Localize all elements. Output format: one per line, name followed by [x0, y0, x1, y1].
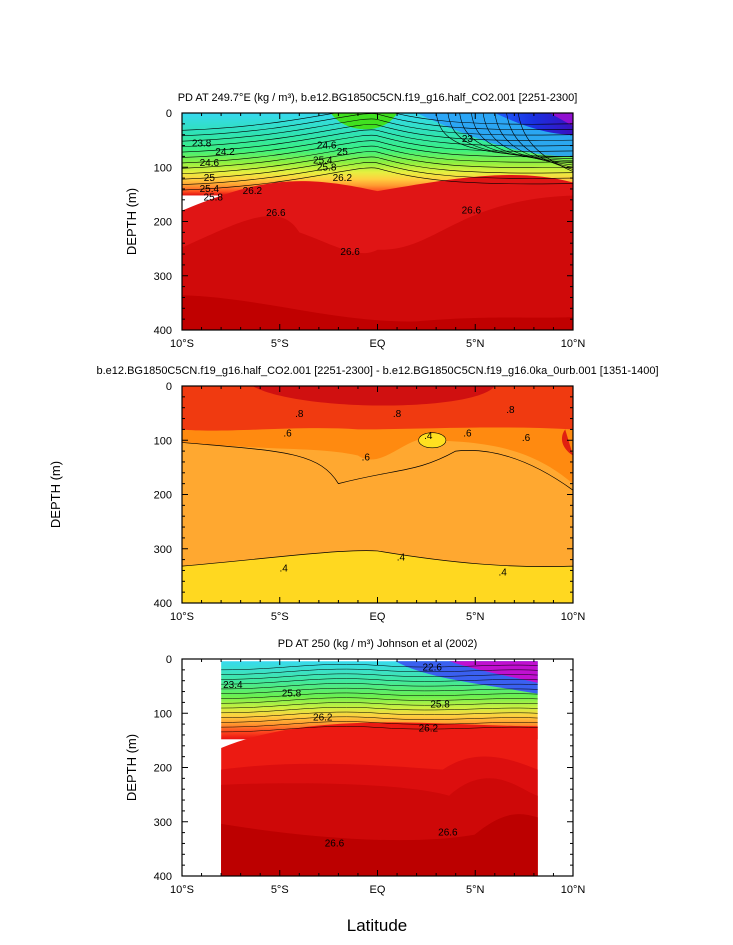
x-tick-label: EQ — [370, 884, 386, 896]
y-tick-label: 300 — [154, 544, 172, 556]
contour-label: 23.4 — [223, 680, 243, 691]
x-tick-label: EQ — [370, 338, 386, 350]
contour-label: 23.8 — [192, 138, 212, 149]
x-axis: 10°S 5°S EQ 5°N 10°N — [170, 659, 585, 896]
contour-label: .4 — [424, 431, 433, 442]
contour-label: 22.6 — [423, 663, 443, 674]
x-tick-label: 5°S — [271, 611, 289, 623]
contour-label: 25.8 — [204, 193, 224, 204]
contour-label: 23 — [462, 134, 474, 145]
contour-label: .8 — [506, 405, 515, 416]
y-tick-label: 0 — [166, 108, 172, 120]
x-tick-label: 10°S — [170, 611, 194, 623]
y-tick-label: 200 — [154, 217, 172, 229]
y-tick-label: 200 — [154, 763, 172, 775]
contour-label: 24.2 — [215, 147, 235, 158]
contour-label: 25.8 — [282, 689, 302, 700]
y-tick-label: 300 — [154, 817, 172, 829]
panel-title: PD AT 250 (kg / m³) Johnson et al (2002) — [278, 638, 478, 650]
panel-title: PD AT 249.7°E (kg / m³), b.e12.BG1850C5C… — [178, 92, 578, 104]
contour-label: .8 — [393, 409, 402, 420]
contour-label: .6 — [283, 429, 292, 440]
x-tick-label: 10°S — [170, 884, 194, 896]
contour-label: 24.6 — [317, 141, 337, 152]
panel-title: b.e12.BG1850C5CN.f19_g16.half_CO2.001 [2… — [96, 365, 658, 377]
contour-label: .6 — [522, 433, 531, 444]
x-tick-label: 10°N — [561, 884, 586, 896]
x-tick-label: 5°S — [271, 884, 289, 896]
y-axis: 0 100 200 300 400 — [154, 381, 573, 610]
contour-label: 26.6 — [462, 206, 482, 217]
y-tick-label: 300 — [154, 271, 172, 283]
y-axis-label: DEPTH (m) — [124, 734, 139, 801]
x-tick-label: 10°S — [170, 338, 194, 350]
contour-label: .6 — [463, 429, 472, 440]
contour-label: 26.2 — [313, 713, 333, 724]
y-axis-label: DEPTH (m) — [48, 461, 63, 528]
contour-label: 25.4 — [313, 156, 333, 167]
y-tick-label: 0 — [166, 381, 172, 393]
observed-field — [221, 661, 538, 876]
contour-label: 25.4 — [200, 184, 220, 195]
contour-label: 25.8 — [430, 700, 450, 711]
x-tick-label: 5°S — [271, 338, 289, 350]
contour-label: 26.2 — [243, 186, 263, 197]
y-tick-label: 100 — [154, 162, 172, 174]
y-tick-label: 200 — [154, 490, 172, 502]
chart-panel-bottom: 23.4 25.8 26.2 26.2 25.8 22.6 26.6 26.6 10°S 5°S E… — [124, 638, 585, 896]
chart-panel-middle: .8.8.8.6.6.6.6.4.4.4.410°S 5°S EQ 5°N 10°N01… — [48, 365, 659, 623]
contour-label: .4 — [498, 568, 507, 579]
x-tick-label: 5°N — [466, 884, 485, 896]
x-tick-label: 10°N — [561, 338, 586, 350]
y-tick-label: 400 — [154, 598, 172, 610]
x-tick-label: EQ — [370, 611, 386, 623]
chart-panel-top: 23.824.224.62525.425.826.226.626.624.625… — [124, 92, 585, 350]
contour-label: .4 — [397, 552, 406, 563]
x-axis: 10°S 5°S EQ 5°N 10°N — [170, 386, 585, 623]
contour-label: 26.2 — [333, 173, 353, 184]
contour-label: .6 — [362, 453, 371, 464]
y-tick-label: 400 — [154, 871, 172, 883]
y-tick-label: 100 — [154, 708, 172, 720]
contour-labels: 23.824.224.62525.425.826.226.626.624.625… — [192, 134, 482, 258]
y-tick-label: 400 — [154, 325, 172, 337]
y-axis: 0 100 200 300 400 — [154, 654, 573, 883]
contour-label: 26.6 — [438, 828, 458, 839]
x-axis: 10°S 5°S EQ 5°N 10°N — [170, 113, 585, 350]
contour-label: .4 — [279, 563, 288, 574]
contour-label: .8 — [295, 409, 304, 420]
y-tick-label: 100 — [154, 435, 172, 447]
contour-label: 26.6 — [325, 838, 345, 849]
density-field — [182, 113, 573, 330]
x-tick-label: 5°N — [466, 611, 485, 623]
x-tick-label: 10°N — [561, 611, 586, 623]
contour-label: 25 — [337, 147, 349, 158]
contour-labels: 23.4 25.8 26.2 26.2 25.8 22.6 26.6 26.6 — [223, 663, 458, 850]
y-axis-label: DEPTH (m) — [124, 188, 139, 255]
y-tick-label: 0 — [166, 654, 172, 666]
contour-label: 25 — [204, 173, 216, 184]
x-tick-label: 5°N — [466, 338, 485, 350]
contour-label: 26.2 — [419, 723, 439, 734]
x-axis-label: Latitude — [347, 916, 408, 935]
contour-label: 26.6 — [340, 247, 360, 258]
contour-label: 26.6 — [266, 208, 286, 219]
difference-field — [182, 386, 573, 603]
contour-label: 24.6 — [200, 158, 220, 169]
contour-label: 25.8 — [317, 162, 337, 173]
contour-labels: .8.8.8.6.6.6.6.4.4.4.4 — [279, 405, 530, 579]
y-axis: 0 100 200 300 400 — [154, 108, 573, 337]
